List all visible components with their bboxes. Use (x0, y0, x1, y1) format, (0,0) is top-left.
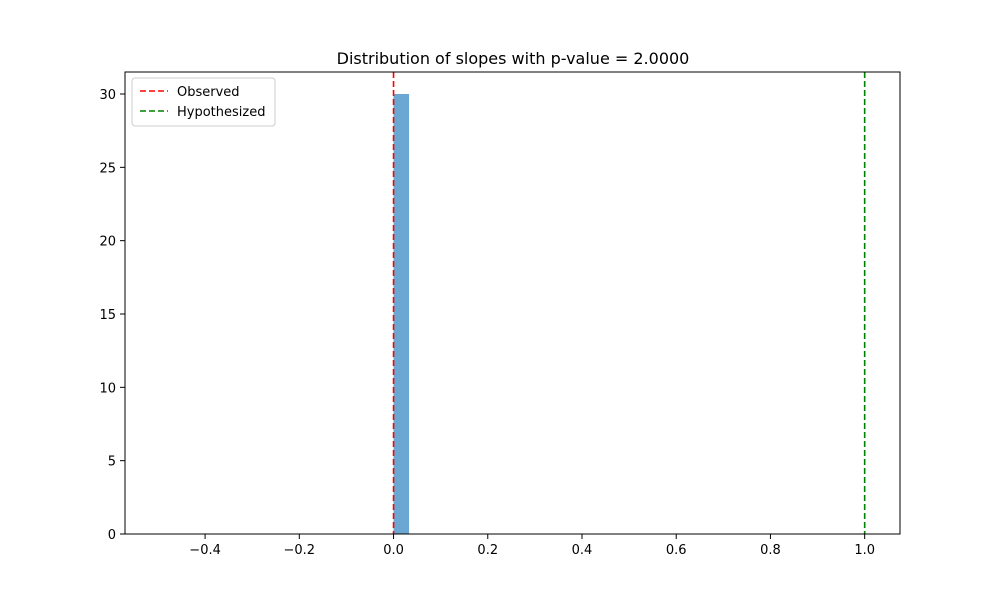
x-tick-label: 1.0 (854, 543, 875, 558)
y-tick-label: 10 (99, 381, 116, 396)
y-tick-label: 0 (108, 528, 116, 543)
x-tick-label: 0.4 (572, 543, 593, 558)
hypothesized-legend-label: Hypothesized (177, 105, 265, 120)
axes: −0.4 −0.2 0.0 0.2 0.4 0.6 0.8 1.0 0 5 10 15 20 25 30 (99, 71, 901, 558)
axes-frame (124, 71, 901, 535)
x-tick-label: −0.4 (189, 543, 221, 558)
y-tick-label: 20 (99, 235, 116, 250)
y-tick-label: 15 (99, 308, 116, 323)
observed-legend-label: Observed (177, 85, 240, 100)
x-tick-label: 0.6 (666, 543, 687, 558)
x-tick-label: 0.8 (760, 543, 781, 558)
histogram-bar-0 (393, 94, 410, 534)
y-tick-label: 5 (108, 455, 116, 470)
chart-title: Distribution of slopes with p-value = 2.… (337, 49, 690, 68)
y-tick-label: 30 (99, 88, 116, 103)
x-tick-label: 0.2 (477, 543, 498, 558)
x-tick-label: 0.0 (383, 543, 404, 558)
legend: Observed Hypothesized (131, 77, 276, 127)
x-tick-label: −0.2 (284, 543, 316, 558)
legend-box (131, 77, 276, 127)
y-tick-label: 25 (99, 161, 116, 176)
plot-area (392, 72, 866, 534)
